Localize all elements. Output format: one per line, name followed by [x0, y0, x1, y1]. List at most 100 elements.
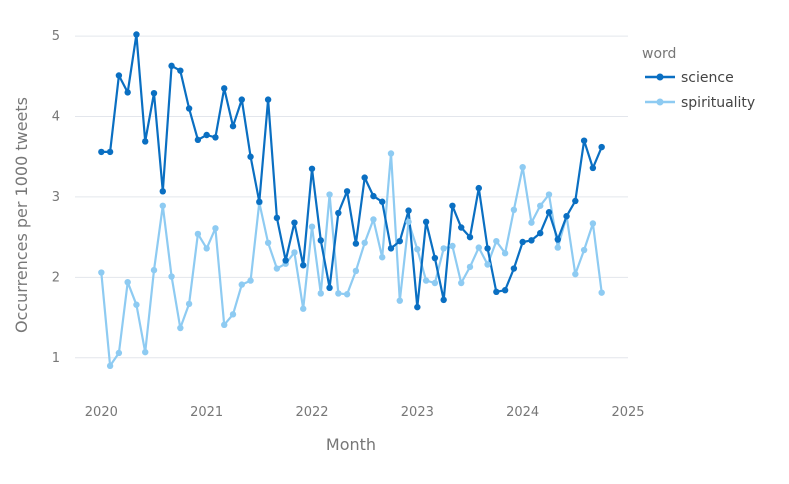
data-point-science[interactable]: [396, 237, 403, 245]
data-point-science[interactable]: [291, 219, 298, 226]
data-point-science[interactable]: [449, 202, 456, 209]
legend-item-spirituality[interactable]: spirituality: [645, 95, 755, 111]
data-point-science[interactable]: [194, 136, 202, 144]
data-point-science[interactable]: [133, 31, 140, 38]
data-point-spirituality[interactable]: [370, 216, 377, 223]
data-point-science[interactable]: [501, 287, 509, 294]
data-point-science[interactable]: [466, 233, 474, 241]
data-point-science[interactable]: [238, 96, 245, 103]
data-point-spirituality[interactable]: [519, 163, 526, 171]
data-point-science[interactable]: [370, 192, 377, 200]
data-point-spirituality[interactable]: [150, 266, 158, 274]
data-point-science[interactable]: [221, 85, 228, 92]
data-point-science[interactable]: [150, 89, 158, 97]
data-point-spirituality[interactable]: [273, 265, 281, 272]
data-point-science[interactable]: [589, 164, 597, 172]
data-point-science[interactable]: [343, 188, 351, 195]
data-point-science[interactable]: [142, 138, 149, 145]
data-point-spirituality[interactable]: [133, 301, 140, 308]
data-point-science[interactable]: [124, 89, 131, 96]
data-point-science[interactable]: [580, 137, 588, 144]
data-point-science[interactable]: [528, 237, 535, 244]
data-point-spirituality[interactable]: [466, 263, 474, 271]
data-point-spirituality[interactable]: [115, 349, 123, 357]
data-point-science[interactable]: [317, 237, 324, 244]
data-point-spirituality[interactable]: [221, 321, 228, 329]
data-point-science[interactable]: [379, 198, 386, 205]
legend-item-science[interactable]: science: [645, 70, 734, 86]
data-point-science[interactable]: [185, 105, 193, 112]
data-point-science[interactable]: [300, 262, 307, 269]
data-point-spirituality[interactable]: [238, 281, 245, 288]
data-point-science[interactable]: [405, 207, 412, 214]
data-point-science[interactable]: [106, 148, 114, 156]
data-point-science[interactable]: [484, 245, 491, 252]
data-point-science[interactable]: [493, 288, 500, 296]
data-point-spirituality[interactable]: [212, 225, 219, 232]
data-point-science[interactable]: [422, 218, 430, 226]
data-point-spirituality[interactable]: [247, 277, 254, 284]
data-point-spirituality[interactable]: [484, 261, 491, 268]
data-point-spirituality[interactable]: [493, 237, 500, 245]
data-point-science[interactable]: [177, 67, 184, 74]
data-point-spirituality[interactable]: [159, 202, 166, 209]
data-point-science[interactable]: [282, 257, 289, 264]
data-point-spirituality[interactable]: [449, 242, 456, 250]
data-point-science[interactable]: [475, 184, 482, 192]
data-point-spirituality[interactable]: [142, 348, 149, 356]
data-point-spirituality[interactable]: [580, 246, 588, 254]
data-point-science[interactable]: [212, 134, 219, 141]
data-point-spirituality[interactable]: [361, 239, 368, 246]
data-point-science[interactable]: [256, 198, 263, 205]
data-point-science[interactable]: [598, 143, 605, 151]
data-point-science[interactable]: [308, 165, 316, 172]
data-point-science[interactable]: [563, 213, 570, 220]
data-point-spirituality[interactable]: [308, 223, 316, 230]
data-point-science[interactable]: [273, 214, 281, 222]
data-point-spirituality[interactable]: [229, 311, 237, 318]
data-point-spirituality[interactable]: [106, 362, 114, 370]
data-point-spirituality[interactable]: [501, 250, 509, 257]
data-point-science[interactable]: [519, 238, 526, 246]
data-point-spirituality[interactable]: [317, 290, 324, 297]
data-point-science[interactable]: [440, 296, 447, 304]
data-point-science[interactable]: [554, 236, 561, 243]
data-point-spirituality[interactable]: [572, 270, 579, 278]
data-point-science[interactable]: [168, 62, 175, 70]
data-point-science[interactable]: [572, 197, 579, 205]
data-point-science[interactable]: [335, 209, 342, 217]
data-point-science[interactable]: [545, 209, 553, 216]
data-point-spirituality[interactable]: [343, 291, 351, 298]
data-point-spirituality[interactable]: [326, 191, 333, 198]
data-point-spirituality[interactable]: [185, 300, 193, 308]
data-point-spirituality[interactable]: [291, 249, 298, 256]
data-point-science[interactable]: [229, 122, 237, 130]
data-point-science[interactable]: [264, 96, 272, 103]
data-point-spirituality[interactable]: [545, 191, 553, 198]
data-point-science[interactable]: [203, 131, 210, 139]
data-point-spirituality[interactable]: [379, 254, 386, 261]
data-point-spirituality[interactable]: [194, 230, 202, 238]
data-point-spirituality[interactable]: [475, 244, 482, 251]
data-point-science[interactable]: [510, 265, 518, 272]
data-point-spirituality[interactable]: [528, 219, 535, 226]
data-point-spirituality[interactable]: [458, 279, 465, 287]
data-point-science[interactable]: [115, 72, 123, 79]
data-point-spirituality[interactable]: [168, 273, 175, 280]
data-point-science[interactable]: [326, 284, 333, 292]
data-point-spirituality[interactable]: [98, 269, 105, 276]
data-point-science[interactable]: [98, 148, 105, 156]
data-point-spirituality[interactable]: [124, 278, 131, 286]
data-point-science[interactable]: [414, 303, 421, 311]
data-point-science[interactable]: [387, 245, 395, 252]
data-point-spirituality[interactable]: [203, 245, 210, 252]
data-point-spirituality[interactable]: [177, 324, 184, 332]
data-point-spirituality[interactable]: [352, 267, 360, 275]
data-point-spirituality[interactable]: [335, 290, 342, 297]
data-point-spirituality[interactable]: [264, 239, 272, 246]
data-point-science[interactable]: [537, 229, 544, 237]
data-point-spirituality[interactable]: [414, 246, 421, 253]
legend[interactable]: word science spirituality: [642, 46, 755, 111]
data-point-spirituality[interactable]: [300, 305, 307, 312]
data-point-spirituality[interactable]: [589, 220, 597, 227]
